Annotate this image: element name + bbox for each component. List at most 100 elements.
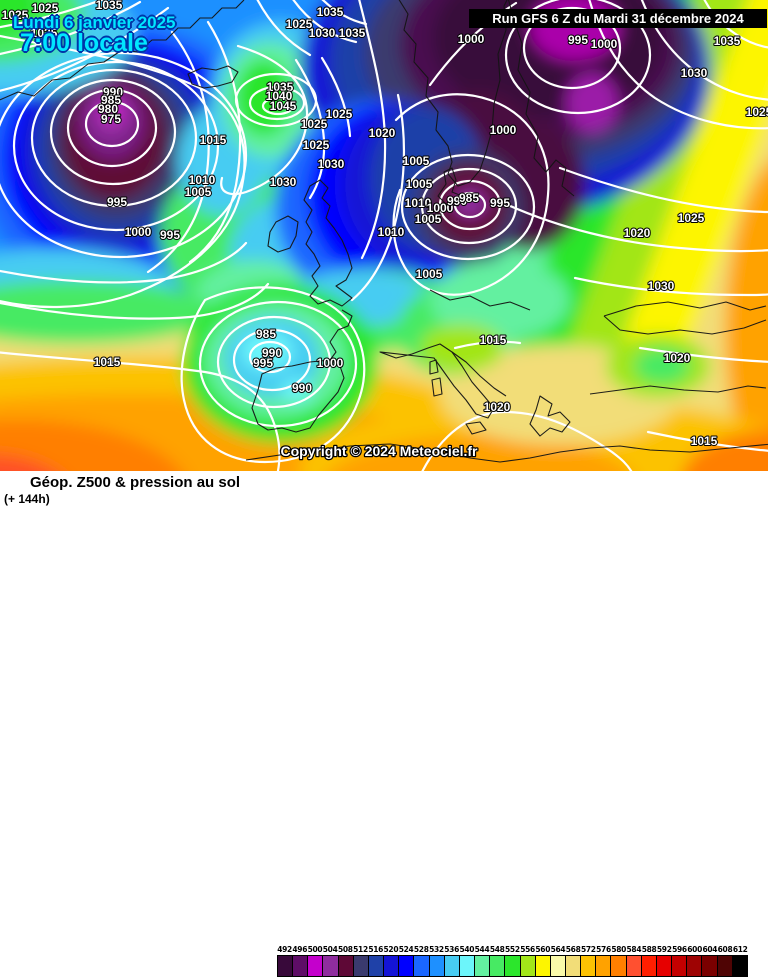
legend-value: 568 (565, 945, 581, 954)
legend-value: 492 (277, 945, 292, 954)
legend-swatch (399, 956, 415, 976)
pressure-label: 1025 (326, 107, 353, 121)
legend-value: 528 (413, 945, 429, 954)
pressure-label: 990 (447, 194, 467, 208)
legend-swatch (278, 956, 294, 976)
pressure-label: 1015 (691, 434, 718, 448)
legend-swatch (596, 956, 612, 976)
legend-swatch (641, 956, 657, 976)
pressure-label: 1030 (681, 66, 708, 80)
pressure-label: 1035 (267, 80, 294, 94)
pressure-label: 1035 (714, 34, 741, 48)
legend-swatch (414, 956, 430, 976)
legend-value: 520 (383, 945, 399, 954)
pressure-label: 1040 (266, 89, 293, 103)
legend-value: 572 (580, 945, 596, 954)
legend-value: 512 (353, 945, 368, 954)
pressure-label: 995 (490, 196, 510, 210)
pressure-label: 1015 (200, 133, 227, 147)
legend-value: 596 (672, 945, 687, 954)
pressure-label: 1025 (678, 211, 705, 225)
pressure-label: 1020 (664, 351, 691, 365)
pressure-label: 1010 (378, 225, 405, 239)
pressure-label: 1030 (309, 26, 336, 40)
pressure-label: 1000 (427, 201, 454, 215)
valid-time-label: 7:00 locale (20, 29, 148, 57)
legend-swatch (565, 956, 582, 976)
map-canvas: 1025 1035 1025 1025 1035 1025 1030 1035 1000 995 1… (0, 0, 768, 471)
pressure-label: 1020 (624, 226, 651, 240)
geopotential-field-layer (0, 0, 768, 471)
pressure-label: 995 (253, 356, 273, 370)
pressure-label: 995 (160, 228, 180, 242)
model-run-info-box: Run GFS 6 Z du Mardi 31 décembre 2024 (469, 9, 767, 28)
legend-value: 540 (459, 945, 475, 954)
pressure-label: 1025 (2, 8, 29, 22)
legend-value: 576 (596, 945, 611, 954)
pressure-label: 990 (103, 85, 123, 99)
pressure-label: 1020 (484, 400, 511, 414)
legend-value: 592 (656, 945, 672, 954)
pressure-label: 1000 (317, 356, 344, 370)
legend-swatch (550, 956, 566, 976)
legend-value: 496 (292, 945, 308, 954)
legend-value: 600 (687, 945, 703, 954)
pressure-label: 1005 (185, 185, 212, 199)
pressure-label: 1035 (96, 0, 123, 12)
legend-swatch (338, 956, 354, 976)
legend-value: 584 (626, 945, 642, 954)
legend-swatch (626, 956, 642, 976)
pressure-label: 1025 (31, 26, 58, 40)
pressure-label: 1030 (318, 157, 345, 171)
legend-value: 612 (732, 945, 748, 954)
forecast-step-label: (+ 144h) (4, 492, 50, 506)
pressure-label: 1045 (270, 99, 297, 113)
pressure-label: 1000 (125, 225, 152, 239)
pressure-label: 1005 (416, 267, 443, 281)
pressure-label: 995 (568, 33, 588, 47)
legend-swatch (581, 956, 597, 976)
pressure-label: 990 (262, 346, 282, 360)
pressure-label: 1025 (32, 1, 59, 15)
legend-value: 552 (505, 945, 520, 954)
legend-swatch (490, 956, 506, 976)
legend-swatch (368, 956, 385, 976)
legend-swatch (702, 956, 718, 976)
legend-value: 564 (550, 945, 566, 954)
legend-swatch (611, 956, 627, 976)
legend-value: 516 (368, 945, 384, 954)
legend-swatch (475, 956, 491, 976)
legend-swatch (672, 956, 688, 976)
geopotential-legend: 492 496 500 504 508 512 516 520 524 528 532 536 540 5… (277, 945, 748, 977)
legend-value: 524 (398, 945, 414, 954)
legend-swatch (505, 956, 521, 976)
footer-bar: Géop. Z500 & pression au sol (+ 144h) 49… (0, 471, 768, 977)
pressure-label: 1025 (286, 17, 313, 31)
pressure-label: 1025 (303, 138, 330, 152)
legend-swatch (656, 956, 673, 976)
chart-type-label: Géop. Z500 & pression au sol (30, 474, 241, 491)
pressure-label: 1030 (648, 279, 675, 293)
pressure-label: 1015 (480, 333, 507, 347)
legend-value: 580 (611, 945, 627, 954)
legend-swatches-row (277, 955, 748, 977)
legend-swatch (717, 956, 733, 976)
legend-value: 500 (307, 945, 323, 954)
legend-value: 536 (444, 945, 460, 954)
legend-value: 604 (702, 945, 718, 954)
pressure-label: 985 (101, 93, 121, 107)
pressure-label: 995 (107, 195, 127, 209)
legend-value: 532 (429, 945, 444, 954)
legend-value: 608 (717, 945, 733, 954)
pressure-label: 1030 (270, 175, 297, 189)
pressure-label: 1000 (458, 32, 485, 46)
pressure-label: 980 (98, 102, 118, 116)
legend-value: 548 (489, 945, 505, 954)
pressure-label: 975 (101, 112, 121, 126)
pressure-label: 1025 (301, 117, 328, 131)
legend-swatch (323, 956, 339, 976)
legend-swatch (732, 956, 747, 976)
legend-swatch (429, 956, 445, 976)
